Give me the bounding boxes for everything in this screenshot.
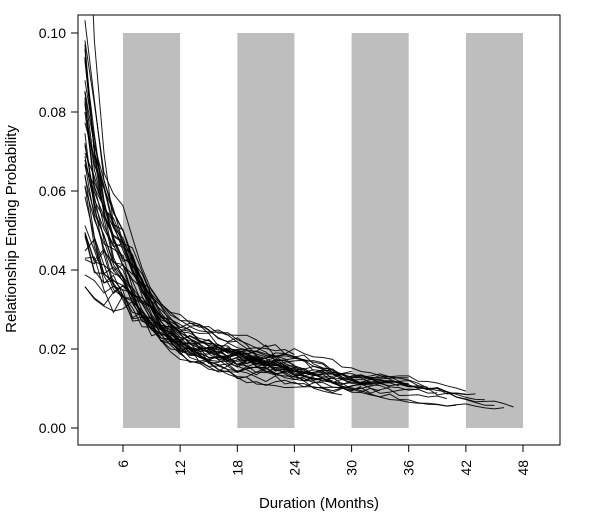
y-tick-label: 0.08 xyxy=(39,104,66,120)
hazard-curve xyxy=(84,60,295,355)
hazard-curve xyxy=(84,165,400,387)
y-tick-label: 0.10 xyxy=(39,25,66,41)
x-tick-label: 12 xyxy=(172,460,188,476)
x-tick-label: 48 xyxy=(515,460,531,476)
hazard-curve xyxy=(84,40,238,343)
shaded-bands-group xyxy=(123,33,523,428)
hazard-curve xyxy=(84,104,247,363)
x-axis-tick-labels: 6 12 18 24 30 36 42 48 xyxy=(115,460,531,476)
y-tick-label: 0.04 xyxy=(39,262,66,278)
hazard-curves-group xyxy=(84,15,514,410)
x-tick-label: 24 xyxy=(286,460,302,476)
y-tick-label: 0.00 xyxy=(39,420,66,436)
shaded-band xyxy=(351,33,409,428)
shaded-band xyxy=(123,33,181,428)
hazard-curve xyxy=(84,20,352,377)
x-tick-label: 42 xyxy=(458,460,474,476)
y-tick-label: 0.02 xyxy=(39,341,66,357)
hazard-curve xyxy=(84,232,266,373)
shaded-band xyxy=(465,33,523,428)
y-axis-tick-labels: 0.00 0.02 0.04 0.06 0.08 0.10 xyxy=(39,25,66,436)
hazard-curve xyxy=(84,91,409,385)
hazard-curve xyxy=(84,143,333,382)
y-tick-label: 0.06 xyxy=(39,183,66,199)
x-axis-title: Duration (Months) xyxy=(259,495,379,512)
y-axis-ticks xyxy=(71,32,78,429)
x-axis-ticks xyxy=(122,445,524,452)
x-tick-label: 18 xyxy=(229,460,245,476)
hazard-curve xyxy=(84,112,257,357)
x-tick-label: 6 xyxy=(115,460,131,468)
x-tick-label: 30 xyxy=(344,460,360,476)
hazard-curve xyxy=(84,164,285,368)
x-tick-label: 36 xyxy=(401,460,417,476)
y-axis-title: Relationship Ending Probability xyxy=(3,125,20,333)
hazard-curve xyxy=(84,57,276,364)
plot-box xyxy=(77,14,561,446)
